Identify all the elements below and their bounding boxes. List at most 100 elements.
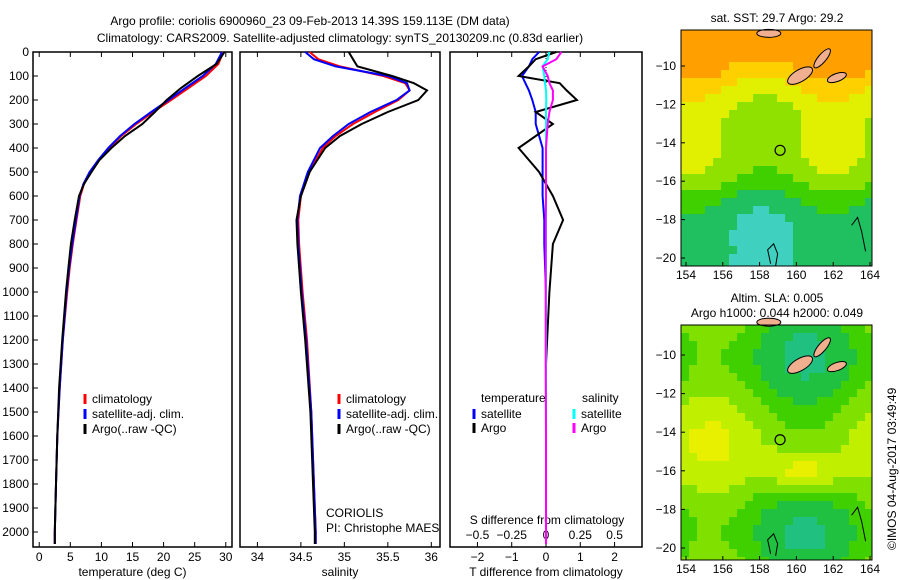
map-cell bbox=[785, 150, 793, 158]
map-cell bbox=[841, 174, 849, 182]
map-cell bbox=[753, 429, 761, 437]
map-cell bbox=[721, 102, 729, 110]
map-cell bbox=[713, 525, 721, 533]
map-cell bbox=[817, 477, 825, 485]
map-cell bbox=[825, 405, 833, 413]
map-cell bbox=[697, 413, 705, 421]
map-cell bbox=[785, 509, 793, 517]
map-cell bbox=[865, 54, 872, 62]
map-cell bbox=[833, 445, 841, 453]
map-cell bbox=[745, 357, 753, 365]
map-cell bbox=[825, 174, 833, 182]
map-cell bbox=[769, 110, 777, 118]
x-tick-label: 25 bbox=[188, 550, 202, 564]
map-cell bbox=[753, 94, 761, 102]
map-cell bbox=[841, 214, 849, 222]
map-cell bbox=[737, 525, 745, 533]
map-cell bbox=[761, 182, 769, 190]
map-cell bbox=[745, 509, 753, 517]
map-cell bbox=[705, 349, 713, 357]
map-cell bbox=[737, 46, 745, 54]
map-cell bbox=[697, 373, 705, 381]
map-cell bbox=[817, 365, 825, 373]
map-title: sat. SST: 29.7 Argo: 29.2 bbox=[711, 11, 844, 25]
map-cell bbox=[713, 541, 721, 549]
map-cell bbox=[729, 405, 737, 413]
map-cell bbox=[857, 453, 865, 461]
map-cell bbox=[825, 70, 833, 78]
map-cell bbox=[785, 126, 793, 134]
legend-title: salinity bbox=[582, 391, 619, 405]
map-cell bbox=[833, 461, 841, 469]
map-cell bbox=[681, 182, 689, 190]
map-cell bbox=[801, 421, 809, 429]
map-cell bbox=[753, 134, 761, 142]
map-cell bbox=[793, 485, 801, 493]
map-cell bbox=[833, 389, 841, 397]
map-cell bbox=[721, 206, 729, 214]
map-cell bbox=[689, 517, 697, 525]
map-cell bbox=[721, 158, 729, 166]
map-cell bbox=[833, 166, 841, 174]
map-cell bbox=[745, 222, 753, 230]
map-cell bbox=[833, 421, 841, 429]
map-cell bbox=[833, 110, 841, 118]
map-cell bbox=[753, 110, 761, 118]
y-tick-label: 1400 bbox=[2, 381, 29, 395]
map-cell bbox=[729, 118, 737, 126]
map-cell bbox=[713, 341, 721, 349]
map-cell bbox=[801, 38, 809, 46]
lon-tick-label: 160 bbox=[786, 562, 806, 576]
map-cell bbox=[713, 469, 721, 477]
map-cell bbox=[745, 501, 753, 509]
map-cell bbox=[785, 453, 793, 461]
map-cell bbox=[865, 445, 872, 453]
map-cell bbox=[817, 86, 825, 94]
map-cell bbox=[849, 453, 857, 461]
map-cell bbox=[801, 102, 809, 110]
map-cell bbox=[857, 70, 865, 78]
map-cell bbox=[833, 477, 841, 485]
map-cell bbox=[809, 190, 817, 198]
map-cell bbox=[729, 517, 737, 525]
map-cell bbox=[817, 142, 825, 150]
map-cell bbox=[713, 38, 721, 46]
map-cell bbox=[785, 230, 793, 238]
map-cell bbox=[721, 341, 729, 349]
map-cell bbox=[777, 389, 785, 397]
map-cell bbox=[745, 429, 753, 437]
map-cell bbox=[817, 357, 825, 365]
map-cell bbox=[801, 509, 809, 517]
map-cell bbox=[865, 341, 872, 349]
map-cell bbox=[817, 102, 825, 110]
map-cell bbox=[793, 501, 801, 509]
map-cell bbox=[681, 46, 689, 54]
map-cell bbox=[841, 429, 849, 437]
map-cell bbox=[857, 549, 865, 557]
map-cell bbox=[721, 405, 729, 413]
map-cell bbox=[825, 485, 833, 493]
map-cell bbox=[785, 397, 793, 405]
map-cell bbox=[769, 94, 777, 102]
map-cell bbox=[857, 525, 865, 533]
map-cell bbox=[817, 262, 825, 266]
map-cell bbox=[705, 461, 713, 469]
map-cell bbox=[761, 46, 769, 54]
map-cell bbox=[793, 517, 801, 525]
map-cell bbox=[769, 357, 777, 365]
map-cell bbox=[705, 126, 713, 134]
map-cell bbox=[737, 198, 745, 206]
map-cell bbox=[865, 246, 872, 254]
map-cell bbox=[769, 413, 777, 421]
map-cell bbox=[737, 110, 745, 118]
map-cell bbox=[817, 150, 825, 158]
legend-label: Argo(..raw -QC) bbox=[92, 422, 177, 436]
map-cell bbox=[857, 102, 865, 110]
map-cell bbox=[697, 118, 705, 126]
map-cell bbox=[753, 174, 761, 182]
map-cell bbox=[745, 150, 753, 158]
map-cell bbox=[753, 198, 761, 206]
map-cell bbox=[809, 118, 817, 126]
